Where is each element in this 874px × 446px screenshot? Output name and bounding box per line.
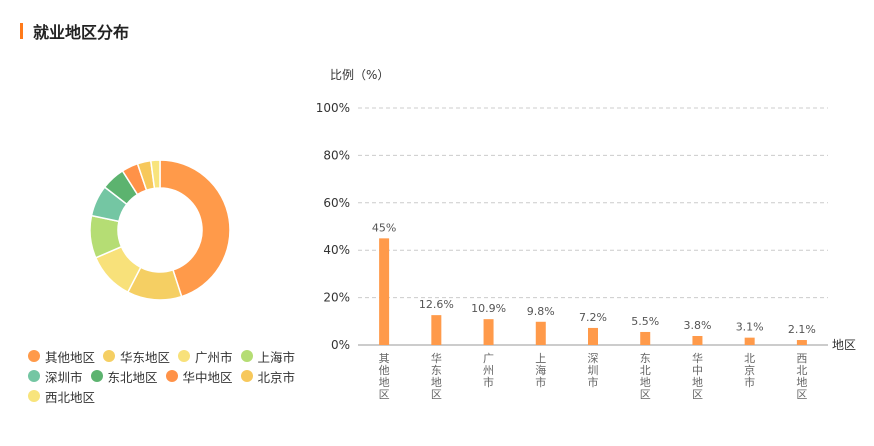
- legend-item[interactable]: 东北地区: [90, 369, 158, 385]
- legend-label: 华东地区: [120, 349, 171, 365]
- bar-value-label: 12.6%: [419, 298, 454, 311]
- legend-dot-icon: [28, 370, 40, 382]
- legend-label: 广州市: [195, 349, 233, 365]
- x-tick-label: 东北地区: [640, 352, 651, 401]
- donut-chart: [89, 159, 231, 301]
- bar[interactable]: [796, 340, 807, 345]
- header-accent-bar: [20, 23, 23, 39]
- bar[interactable]: [379, 238, 390, 345]
- bar-value-label: 5.5%: [631, 315, 659, 328]
- x-tick-label: 北京市: [744, 352, 755, 389]
- y-tick-label: 0%: [331, 338, 350, 352]
- legend-dot-icon: [103, 350, 116, 362]
- legend-dot-icon: [240, 370, 253, 382]
- legend-label: 上海市: [257, 349, 296, 365]
- x-tick-label: 西北地区: [796, 352, 807, 401]
- y-tick-label: 100%: [316, 101, 350, 115]
- legend-item[interactable]: 西北地区: [28, 389, 96, 405]
- legend-dot-icon: [28, 390, 40, 402]
- bar-value-label: 45%: [372, 221, 396, 234]
- bar[interactable]: [483, 319, 494, 345]
- y-tick-label: 80%: [323, 148, 350, 162]
- legend-label: 深圳市: [45, 369, 83, 385]
- bar[interactable]: [744, 337, 755, 345]
- x-tick-label: 其他地区: [379, 352, 390, 401]
- bar-value-label: 10.9%: [471, 302, 506, 315]
- legend-item[interactable]: 北京市: [240, 369, 296, 385]
- bar-chart: 0% 20% 40% 60% 80% 100% 地区 45% 其他地区 12.6% 华东地区 10.9…: [316, 101, 856, 401]
- legend-item[interactable]: 华东地区: [103, 349, 171, 365]
- bar-value-label: 2.1%: [788, 323, 816, 336]
- legend-dot-icon: [178, 350, 191, 362]
- legend-dot-icon: [165, 370, 178, 382]
- bar[interactable]: [535, 321, 546, 345]
- bar-value-label: 3.8%: [683, 319, 711, 332]
- donut-legend: 其他地区 华东地区 广州市 上海市深圳市 东北地区 华中地区 北京市西北地区: [28, 349, 318, 409]
- bar-value-label: 7.2%: [579, 311, 607, 324]
- legend-dot-icon: [28, 350, 40, 362]
- donut-slice[interactable]: [149, 159, 161, 190]
- legend-label: 北京市: [257, 369, 296, 385]
- legend-label: 东北地区: [107, 369, 158, 385]
- bar[interactable]: [692, 335, 703, 345]
- page-title: 就业地区分布: [33, 23, 130, 42]
- bar-value-label: 3.1%: [736, 321, 764, 334]
- x-axis-title: 地区: [832, 338, 856, 352]
- legend-item[interactable]: 广州市: [178, 349, 233, 365]
- bar[interactable]: [431, 315, 442, 345]
- x-tick-label: 上海市: [535, 352, 546, 389]
- x-tick-label: 深圳市: [588, 352, 599, 389]
- bar[interactable]: [588, 327, 598, 345]
- section-header: 就业地区分布: [20, 20, 129, 42]
- legend-label: 西北地区: [45, 389, 96, 405]
- legend-item[interactable]: 华中地区: [165, 369, 233, 385]
- legend-dot-icon: [90, 370, 103, 382]
- x-tick-label: 华东地区: [431, 351, 442, 401]
- donut-slice[interactable]: [159, 159, 231, 298]
- y-axis-title: 比例（%）: [330, 68, 390, 82]
- y-tick-label: 60%: [323, 196, 350, 210]
- legend-item[interactable]: 上海市: [240, 349, 296, 365]
- bar-value-label: 9.8%: [527, 305, 555, 318]
- y-tick-label: 20%: [323, 291, 350, 305]
- x-tick-label: 华中地区: [692, 351, 703, 401]
- y-tick-label: 40%: [323, 243, 350, 257]
- legend-dot-icon: [240, 350, 253, 362]
- bar[interactable]: [640, 331, 651, 345]
- legend-label: 华中地区: [182, 369, 233, 385]
- legend-label: 其他地区: [45, 349, 96, 365]
- x-tick-label: 广州市: [483, 352, 494, 389]
- legend-item[interactable]: 其他地区: [28, 349, 96, 365]
- legend-item[interactable]: 深圳市: [28, 369, 83, 385]
